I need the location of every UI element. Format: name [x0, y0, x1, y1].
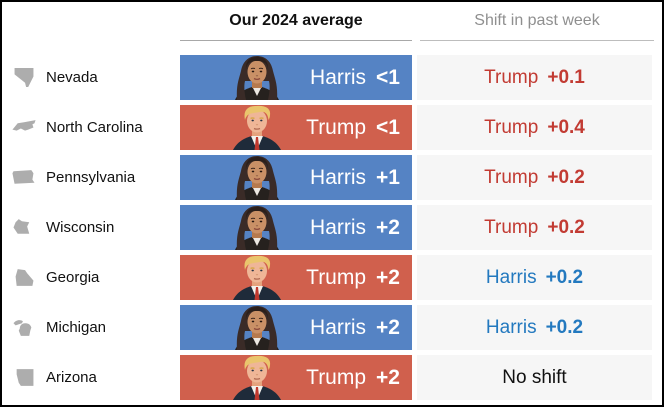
- table-header: Our 2024 average Shift in past week: [2, 2, 662, 55]
- shift-value: +0.2: [547, 216, 585, 238]
- shift-name: Trump: [484, 166, 539, 188]
- table-row: Michigan Harris +2 Harris +0.2: [2, 305, 662, 350]
- leader-margin: +2: [376, 215, 400, 239]
- georgia-state-icon: [11, 267, 37, 288]
- shift-column-header: Shift in past week: [420, 2, 654, 41]
- candidate-portrait-icon: [224, 205, 290, 250]
- shift-value: +0.2: [545, 316, 584, 338]
- shift-name: Trump: [484, 216, 539, 238]
- shift-name: Harris: [485, 266, 537, 288]
- table-row: Wisconsin Harris +2 Trump +0.2: [2, 205, 662, 250]
- candidate-portrait-icon: [224, 255, 290, 300]
- state-cell: Wisconsin: [2, 205, 180, 250]
- state-name: Wisconsin: [46, 219, 115, 236]
- leader-margin: <1: [376, 115, 400, 139]
- state-name: Arizona: [46, 369, 97, 386]
- average-bar: Harris +2: [180, 205, 412, 250]
- leader-name: Harris: [310, 215, 367, 239]
- table-row: Georgia Trump +2 Harris +0.2: [2, 255, 662, 300]
- state-name: Michigan: [46, 319, 107, 336]
- leader-name: Trump: [306, 265, 367, 289]
- average-bar: Trump +2: [180, 255, 412, 300]
- candidate-portrait-icon: [224, 305, 290, 350]
- table-row: Nevada Harris <1 Trump +0.1: [2, 55, 662, 100]
- candidate-portrait-icon: [224, 155, 290, 200]
- state-cell: Nevada: [2, 55, 180, 100]
- shift-cell: Trump +0.4: [417, 105, 652, 150]
- candidate-portrait-icon: [224, 55, 290, 100]
- leader-name: Harris: [310, 65, 367, 89]
- state-name: Pennsylvania: [46, 169, 136, 186]
- north-carolina-state-icon: [11, 117, 37, 138]
- shift-cell: Trump +0.1: [417, 55, 652, 100]
- leader-margin: +2: [376, 365, 400, 389]
- leader-margin: +2: [376, 315, 400, 339]
- shift-value: +0.4: [547, 116, 585, 138]
- average-label: Trump +2: [306, 355, 400, 400]
- average-label: Harris +1: [310, 155, 400, 200]
- shift-cell: Trump +0.2: [417, 205, 652, 250]
- michigan-state-icon: [11, 317, 37, 338]
- leader-name: Trump: [306, 365, 367, 389]
- leader-margin: +2: [376, 265, 400, 289]
- pennsylvania-state-icon: [11, 167, 37, 188]
- shift-cell: Trump +0.2: [417, 155, 652, 200]
- shift-cell: No shift: [417, 355, 652, 400]
- shift-name: Harris: [485, 316, 537, 338]
- state-name: Nevada: [46, 69, 98, 86]
- average-label: Harris +2: [310, 205, 400, 250]
- leader-margin: <1: [376, 65, 400, 89]
- state-cell: Michigan: [2, 305, 180, 350]
- arizona-state-icon: [11, 367, 37, 388]
- average-bar: Harris <1: [180, 55, 412, 100]
- nevada-state-icon: [11, 67, 37, 88]
- shift-name: No shift: [502, 366, 567, 388]
- average-bar: Harris +2: [180, 305, 412, 350]
- table-row: Pennsylvania Harris +1 Trump +0.2: [2, 155, 662, 200]
- average-bar: Trump +2: [180, 355, 412, 400]
- wisconsin-state-icon: [11, 217, 37, 238]
- leader-margin: +1: [376, 165, 400, 189]
- state-cell: Georgia: [2, 255, 180, 300]
- average-label: Trump +2: [306, 255, 400, 300]
- shift-name: Trump: [484, 66, 539, 88]
- shift-value: +0.1: [547, 66, 585, 88]
- candidate-portrait-icon: [224, 355, 290, 400]
- shift-value: +0.2: [547, 166, 585, 188]
- state-cell: Pennsylvania: [2, 155, 180, 200]
- shift-name: Trump: [484, 116, 539, 138]
- state-cell: North Carolina: [2, 105, 180, 150]
- shift-cell: Harris +0.2: [417, 305, 652, 350]
- state-name: North Carolina: [46, 119, 143, 136]
- shift-cell: Harris +0.2: [417, 255, 652, 300]
- average-bar: Harris +1: [180, 155, 412, 200]
- leader-name: Harris: [310, 165, 367, 189]
- state-cell: Arizona: [2, 355, 180, 400]
- shift-value: +0.2: [545, 266, 584, 288]
- candidate-portrait-icon: [224, 105, 290, 150]
- leader-name: Harris: [310, 315, 367, 339]
- table-row: North Carolina Trump <1 Trump +0.4: [2, 105, 662, 150]
- average-label: Harris <1: [310, 55, 400, 100]
- average-label: Trump <1: [306, 105, 400, 150]
- leader-name: Trump: [306, 115, 367, 139]
- average-column-header: Our 2024 average: [180, 2, 412, 41]
- average-label: Harris +2: [310, 305, 400, 350]
- table-row: Arizona Trump +2 No shift: [2, 355, 662, 400]
- state-name: Georgia: [46, 269, 100, 286]
- average-bar: Trump <1: [180, 105, 412, 150]
